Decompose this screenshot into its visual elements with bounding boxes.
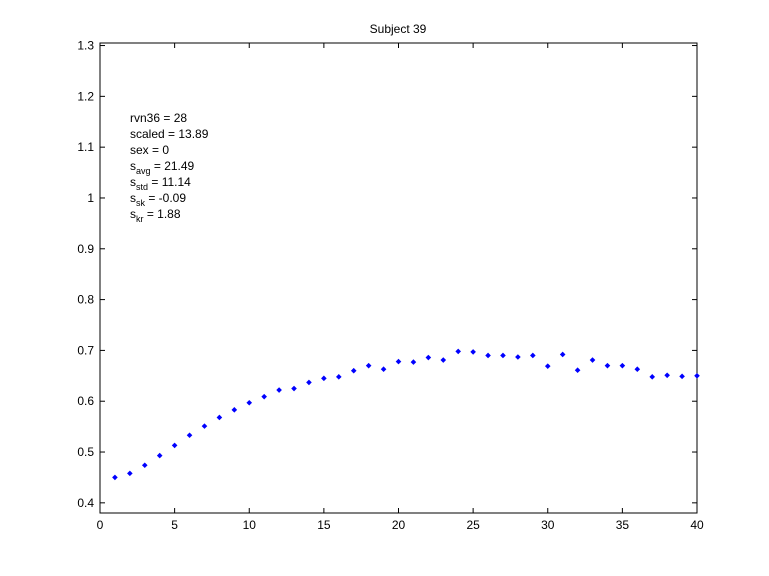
- plot-frame: [99, 42, 698, 514]
- data-point: [350, 367, 357, 374]
- data-point: [664, 372, 670, 379]
- stat-value: = 1.88: [144, 207, 181, 221]
- data-point: [694, 373, 700, 379]
- stat-value: = 28: [160, 111, 187, 125]
- stat-subscript: kr: [136, 214, 144, 224]
- stat-line: sex = 0: [130, 143, 169, 157]
- data-point: [679, 373, 685, 380]
- data-point: [544, 363, 551, 369]
- x-tick-label: 10: [243, 518, 257, 532]
- stat-subscript: std: [136, 182, 148, 192]
- stat-line: scaled = 13.89: [130, 127, 209, 141]
- x-tick-label: 35: [616, 518, 630, 532]
- data-point: [395, 358, 402, 365]
- data-point: [589, 357, 596, 363]
- data-point: [246, 399, 253, 406]
- y-tick-label: 1.2: [77, 89, 94, 103]
- stat-value: = -0.09: [145, 191, 186, 205]
- stat-subscript: avg: [136, 166, 151, 176]
- y-tick-label: 1.3: [77, 39, 94, 53]
- data-point: [336, 374, 342, 380]
- data-point: [380, 366, 387, 373]
- data-point: [530, 352, 536, 359]
- data-point: [574, 367, 581, 374]
- data-point: [127, 470, 133, 477]
- y-tick-label: 0.4: [77, 496, 94, 510]
- data-point: [515, 354, 521, 360]
- chart-title: Subject 39: [370, 22, 427, 36]
- y-tick-label: 0.5: [77, 445, 94, 459]
- stat-line: ssk = -0.09: [130, 191, 186, 208]
- stat-line: sstd = 11.14: [130, 175, 191, 192]
- data-point: [321, 375, 327, 382]
- data-point: [291, 385, 297, 392]
- stat-value: = 0: [149, 143, 170, 157]
- data-point: [619, 362, 626, 369]
- stat-name: s: [130, 175, 136, 189]
- data-point: [156, 452, 163, 459]
- data-point: [306, 379, 312, 386]
- stat-line: rvn36 = 28: [130, 111, 187, 125]
- x-tick-label: 15: [317, 518, 331, 532]
- y-tick-label: 1: [87, 191, 94, 205]
- stat-name: s: [130, 191, 136, 205]
- stat-line: skr = 1.88: [130, 207, 181, 224]
- y-tick-label: 1.1: [77, 140, 94, 154]
- data-point: [440, 357, 447, 363]
- y-tick-label: 0.6: [77, 394, 94, 408]
- data-point: [201, 423, 208, 429]
- data-point: [604, 362, 611, 369]
- x-tick-label: 20: [392, 518, 406, 532]
- stat-name: rvn36: [130, 111, 160, 125]
- data-point: [112, 474, 118, 481]
- stat-value: = 13.89: [165, 127, 209, 141]
- y-tick-label: 0.7: [77, 343, 94, 357]
- data-point: [261, 393, 267, 400]
- x-tick-label: 25: [466, 518, 480, 532]
- data-point: [485, 352, 491, 359]
- data-point: [410, 359, 417, 365]
- data-point: [470, 349, 476, 355]
- y-tick-label: 0.8: [77, 293, 94, 307]
- data-point: [634, 366, 641, 373]
- stat-name: sex: [130, 143, 149, 157]
- x-tick-label: 0: [97, 518, 104, 532]
- data-point: [425, 354, 432, 361]
- data-point: [365, 362, 372, 369]
- data-point: [500, 352, 506, 359]
- stat-line: savg = 21.49: [130, 159, 195, 176]
- stat-name: s: [130, 207, 136, 221]
- data-markers: [112, 348, 700, 481]
- x-tick-label: 5: [171, 518, 178, 532]
- data-point: [276, 387, 282, 393]
- stat-subscript: sk: [136, 198, 146, 208]
- data-point: [141, 462, 148, 469]
- data-point: [559, 351, 566, 358]
- stat-value: = 11.14: [148, 175, 191, 189]
- data-point: [186, 432, 193, 439]
- data-point: [171, 442, 178, 449]
- data-point: [455, 348, 461, 355]
- data-point: [216, 414, 223, 421]
- x-tick-label: 40: [690, 518, 704, 532]
- data-point: [649, 374, 656, 380]
- stat-value: = 21.49: [151, 159, 195, 173]
- y-tick-label: 0.9: [77, 242, 94, 256]
- x-tick-label: 30: [541, 518, 555, 532]
- stat-name: scaled: [130, 127, 165, 141]
- data-point: [231, 407, 238, 413]
- axis-ticks: 0 5 10 15 20 25 30 35 40 0.4 0.5 0.6 0.7 0.8 0.9 1 1.1 1.…: [77, 39, 704, 532]
- stat-name: s: [130, 159, 136, 173]
